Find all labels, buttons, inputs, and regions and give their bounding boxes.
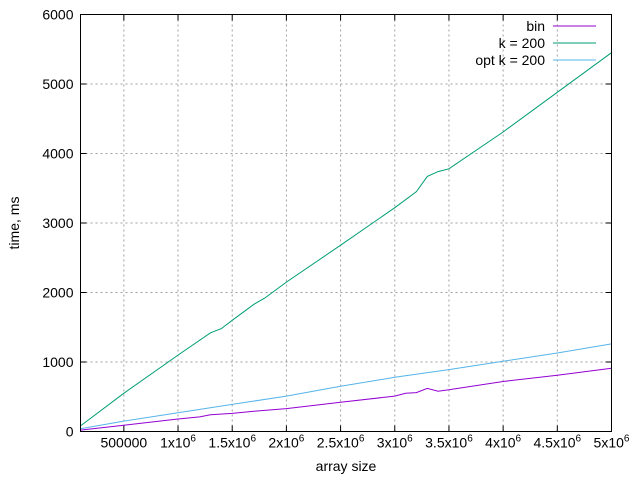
x-tick-label: 500000	[100, 435, 147, 451]
x-tick-label-exponent: 6	[467, 434, 473, 445]
x-tick-label-base: 2x10	[268, 435, 299, 451]
y-tick-label: 4000	[42, 146, 73, 162]
plot-frame	[80, 14, 612, 432]
x-axis-label: array size	[316, 458, 377, 474]
x-tick-label: 4x106	[485, 434, 521, 451]
x-tick-label: 2.5x106	[317, 434, 365, 451]
x-tick-label: 4.5x106	[534, 434, 582, 451]
x-tick-label-exponent: 6	[299, 434, 305, 445]
x-tick-label-exponent: 6	[359, 434, 365, 445]
x-tick-label-exponent: 6	[624, 434, 630, 445]
series-line-k-200	[80, 52, 612, 427]
x-tick-label-exponent: 6	[576, 434, 582, 445]
x-tick-label: 2x106	[268, 434, 304, 451]
x-tick-label-base: 4.5x10	[534, 435, 576, 451]
x-tick-label-base: 3.5x10	[425, 435, 467, 451]
y-axis-label: time, ms	[6, 197, 22, 250]
x-tick-label-base: 3x10	[377, 435, 408, 451]
legend-label-k-200: k = 200	[499, 35, 546, 51]
x-tick-label-base: 1.5x10	[208, 435, 250, 451]
x-tick-label-exponent: 6	[407, 434, 413, 445]
x-tick-label: 3x106	[377, 434, 413, 451]
legend-label-opt-k-200: opt k = 200	[475, 52, 545, 68]
y-tick-labels: 0 1000 2000 3000 4000 5000 6000	[42, 7, 73, 440]
x-tick-label: 1.5x106	[208, 434, 256, 451]
x-tick-label: 5x106	[594, 434, 630, 451]
series-lines	[80, 52, 612, 431]
x-tick-label-base: 2.5x10	[317, 435, 359, 451]
x-tick-label-base: 1x10	[160, 435, 191, 451]
grid-lines	[80, 14, 612, 432]
y-tick-label: 1000	[42, 354, 73, 370]
y-tick-label: 3000	[42, 215, 73, 231]
x-tick-label: 3.5x106	[425, 434, 473, 451]
y-tick-label: 6000	[42, 7, 73, 23]
series-line-bin	[80, 367, 612, 431]
x-tick-labels: 500000 1x106 1.5x106 2x106 2.5x106 3x106 3.5x1…	[100, 434, 629, 451]
x-tick-label-base: 5x10	[594, 435, 625, 451]
y-tick-label: 0	[66, 424, 74, 440]
x-tick-label: 1x106	[160, 434, 196, 451]
x-tick-label-base: 4x10	[485, 435, 516, 451]
series-line-opt-k-200	[80, 343, 612, 430]
y-tick-label: 2000	[42, 285, 73, 301]
legend-label-bin: bin	[526, 18, 545, 34]
x-tick-label-exponent: 6	[190, 434, 196, 445]
x-tick-label-base: 500000	[100, 435, 147, 451]
x-tick-label-exponent: 6	[516, 434, 522, 445]
y-tick-label: 5000	[42, 76, 73, 92]
x-tick-label-exponent: 6	[250, 434, 256, 445]
